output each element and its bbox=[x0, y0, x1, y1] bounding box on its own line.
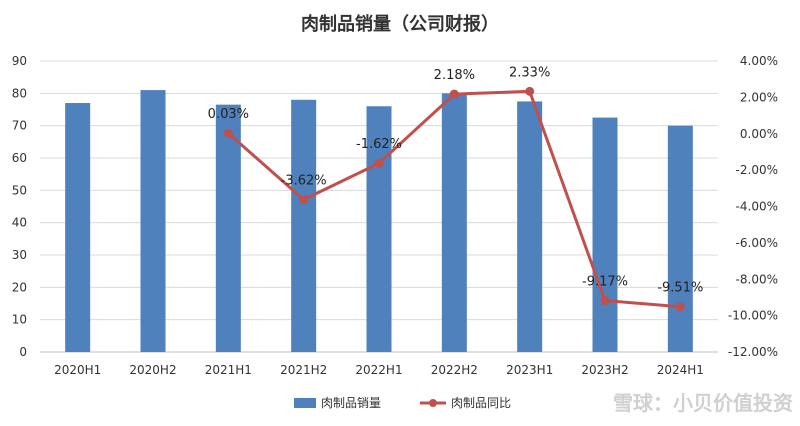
left-tick-label: 20 bbox=[12, 280, 27, 294]
data-label: -9.51% bbox=[657, 281, 703, 296]
line-point bbox=[299, 195, 309, 205]
bar bbox=[441, 93, 467, 352]
right-tick-label: 2.00% bbox=[740, 90, 778, 104]
right-tick-label: -2.00% bbox=[736, 163, 778, 177]
data-label: 2.18% bbox=[434, 68, 475, 83]
bar bbox=[667, 125, 693, 353]
left-tick-label: 70 bbox=[12, 119, 27, 133]
line-point bbox=[525, 86, 535, 96]
data-label: -9.17% bbox=[582, 275, 628, 290]
left-tick-label: 80 bbox=[12, 86, 27, 100]
line-point bbox=[675, 302, 685, 312]
bar bbox=[517, 101, 543, 353]
x-tick-label: 2022H1 bbox=[355, 363, 402, 377]
data-label: -1.62% bbox=[356, 137, 402, 152]
right-tick-label: -12.00% bbox=[728, 345, 778, 359]
left-tick-label: 30 bbox=[12, 248, 27, 262]
legend-line-marker bbox=[429, 399, 437, 407]
bar-series bbox=[65, 90, 693, 353]
left-tick-label: 40 bbox=[12, 216, 27, 230]
chart-title: 肉制品销量（公司财报） bbox=[301, 13, 499, 35]
left-axis: 0 10 20 30 40 50 60 70 80 90 bbox=[12, 54, 27, 359]
right-tick-label: -4.00% bbox=[736, 200, 778, 214]
left-tick-label: 90 bbox=[12, 54, 27, 68]
line-point bbox=[223, 128, 233, 138]
right-axis: -12.00% -10.00% -8.00% -6.00% -4.00% -2.00% 0.… bbox=[728, 54, 778, 359]
bar bbox=[592, 117, 618, 352]
line-series: 0.03% -3.62% -1.62% 2.18% 2.33% -9.17% -9.51% bbox=[208, 65, 703, 312]
x-tick-label: 2020H1 bbox=[54, 363, 101, 377]
x-tick-label: 2021H2 bbox=[280, 363, 327, 377]
x-axis: 2020H1 2020H2 2021H1 2021H2 2022H1 2022H2 2023… bbox=[54, 363, 704, 377]
x-tick-label: 2023H2 bbox=[581, 363, 628, 377]
right-tick-label: -6.00% bbox=[736, 236, 778, 250]
legend-bar-label: 肉制品销量 bbox=[321, 396, 381, 410]
line-point bbox=[374, 158, 384, 168]
x-tick-label: 2021H1 bbox=[205, 363, 252, 377]
x-tick-label: 2022H2 bbox=[431, 363, 478, 377]
x-tick-label: 2023H1 bbox=[506, 363, 553, 377]
right-tick-label: 0.00% bbox=[740, 127, 778, 141]
left-tick-label: 50 bbox=[12, 183, 27, 197]
legend-line-label: 肉制品同比 bbox=[451, 396, 511, 410]
legend-bar-swatch bbox=[294, 398, 316, 408]
bar bbox=[366, 106, 392, 353]
line-point bbox=[449, 89, 459, 99]
watermark: 雪球：小贝价值投资 bbox=[613, 391, 793, 415]
data-label: 0.03% bbox=[208, 107, 249, 122]
line-point bbox=[600, 296, 610, 306]
bar bbox=[215, 104, 241, 353]
data-label: -3.62% bbox=[281, 174, 327, 189]
left-tick-label: 60 bbox=[12, 151, 27, 165]
left-tick-label: 10 bbox=[12, 313, 27, 327]
bar bbox=[140, 90, 166, 352]
bar bbox=[291, 99, 317, 352]
legend: 肉制品销量 肉制品同比 bbox=[294, 396, 511, 410]
x-tick-label: 2020H2 bbox=[129, 363, 176, 377]
right-tick-label: -10.00% bbox=[728, 309, 778, 323]
data-label: 2.33% bbox=[509, 65, 550, 80]
x-tick-label: 2024H1 bbox=[657, 363, 704, 377]
left-tick-label: 0 bbox=[19, 345, 27, 359]
right-tick-label: 4.00% bbox=[740, 54, 778, 68]
right-tick-label: -8.00% bbox=[736, 272, 778, 286]
bar bbox=[65, 103, 91, 353]
